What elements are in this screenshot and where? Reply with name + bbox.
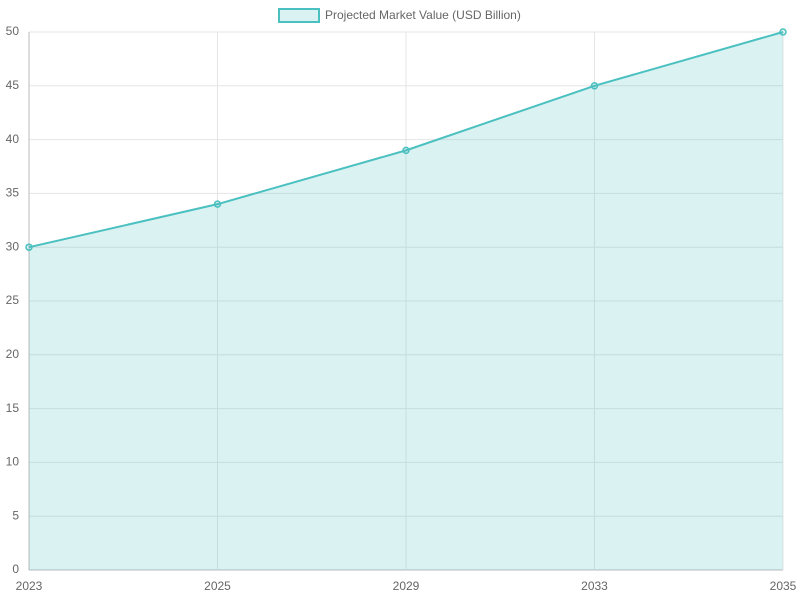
- y-tick-label: 50: [6, 24, 20, 38]
- x-tick-label: 2025: [204, 579, 231, 593]
- y-tick-label: 20: [6, 347, 20, 361]
- y-tick-label: 5: [12, 508, 19, 522]
- point: [779, 28, 787, 36]
- legend-swatch: [278, 8, 320, 23]
- y-tick-label: 10: [6, 455, 20, 469]
- y-tick-label: 45: [6, 78, 20, 92]
- y-tick-label: 30: [6, 239, 20, 253]
- y-tick-label: 15: [6, 401, 20, 415]
- point: [25, 243, 33, 251]
- x-tick-label: 2033: [581, 579, 608, 593]
- y-tick-label: 25: [6, 293, 20, 307]
- x-tick-label: 2035: [770, 579, 797, 593]
- x-tick-label: 2029: [393, 579, 420, 593]
- x-tick-label: 2023: [16, 579, 43, 593]
- area: [29, 32, 783, 570]
- y-tick-label: 35: [6, 186, 20, 200]
- point: [590, 82, 599, 90]
- line: [28, 31, 784, 249]
- y-tick-label: 0: [12, 562, 19, 576]
- point: [402, 146, 410, 155]
- legend-label: Projected Market Value (USD Billion): [325, 8, 521, 22]
- y-tick-label: 40: [6, 132, 20, 146]
- point: [213, 200, 222, 208]
